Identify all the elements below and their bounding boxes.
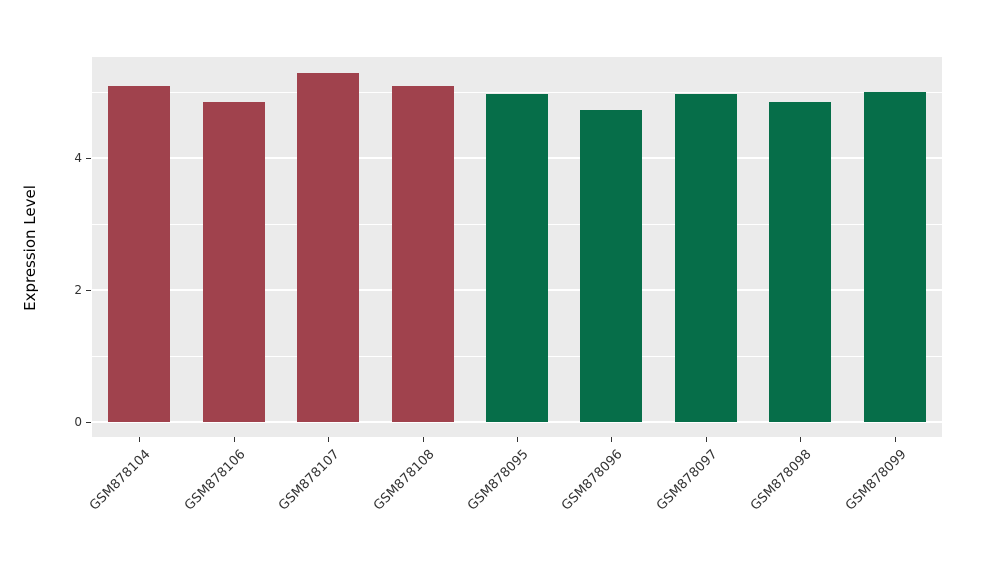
bar-GSM878095 (486, 93, 548, 422)
bar-GSM878106 (202, 101, 265, 422)
y-tick-label: 2 (74, 283, 82, 297)
x-tick-label-GSM878106: GSM878106 (181, 447, 249, 514)
x-tick-mark (422, 437, 424, 442)
x-tick-label-GSM878108: GSM878108 (370, 447, 438, 514)
y-tick-label: 0 (74, 415, 82, 429)
x-tick-mark (611, 437, 613, 442)
x-tick-label-GSM878098: GSM878098 (748, 447, 815, 514)
y-tick-mark (86, 158, 91, 159)
x-tick-label-GSM878097: GSM878097 (653, 447, 721, 514)
bar-GSM878108 (391, 86, 454, 422)
x-tick-label-GSM878095: GSM878095 (465, 447, 532, 514)
gridline-major (92, 421, 942, 423)
y-tick-label: 4 (74, 151, 82, 165)
x-tick-mark (233, 437, 235, 442)
x-tick-label-GSM878096: GSM878096 (559, 447, 627, 514)
bar-GSM878104 (108, 86, 171, 422)
bar-GSM878099 (863, 92, 926, 422)
x-tick-mark (139, 437, 141, 442)
x-tick-mark (328, 437, 330, 442)
bar-GSM878098 (769, 101, 832, 422)
x-tick-mark (517, 437, 518, 442)
plot-panel (92, 57, 942, 437)
x-tick-label-GSM878104: GSM878104 (87, 447, 154, 514)
y-axis-title-text: Expression Level (21, 185, 39, 311)
x-tick-mark (800, 437, 802, 442)
x-tick-mark (894, 437, 896, 442)
x-tick-label-GSM878107: GSM878107 (276, 447, 343, 514)
gridline-minor (92, 91, 942, 93)
y-tick-mark (86, 290, 91, 291)
bar-GSM878096 (580, 109, 643, 422)
x-tick-label-GSM878099: GSM878099 (842, 447, 910, 514)
bar-GSM878107 (297, 72, 360, 422)
bar-GSM878097 (674, 93, 737, 422)
y-tick-mark (86, 422, 91, 423)
x-tick-mark (705, 437, 707, 442)
